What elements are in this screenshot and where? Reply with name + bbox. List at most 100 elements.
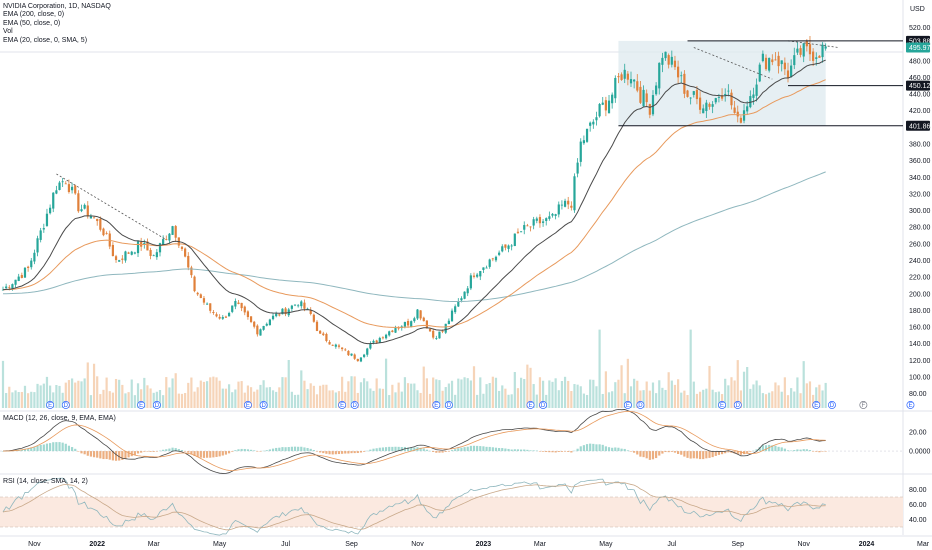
macd-hist-bar <box>805 449 808 452</box>
time-axis[interactable]: Nov 2022 Mar May Jul Sep Nov 2023 Mar May Jul Sep No… <box>28 541 930 548</box>
candle-body <box>786 70 790 79</box>
macd-hist-bar <box>45 443 49 452</box>
volume-bar <box>510 394 513 408</box>
candle-body <box>52 192 55 209</box>
event-badge: D <box>61 401 70 409</box>
candle-body <box>768 57 771 71</box>
candle-body <box>215 314 218 317</box>
volume-bar <box>30 391 33 408</box>
macd-hist-bar <box>557 451 560 452</box>
event-badge-circle <box>137 401 146 409</box>
volume-bar <box>815 387 818 408</box>
legend-title[interactable]: NVIDIA Corporation, 1D, NASDAQ <box>3 3 111 10</box>
volume-bar <box>604 371 607 408</box>
macd-hist-bar <box>309 448 312 452</box>
price-tick-label: 340.00 <box>909 175 931 182</box>
volume-bar <box>482 393 485 408</box>
volume-bar <box>237 381 240 408</box>
candle-body <box>714 98 717 103</box>
volume-bar <box>680 392 683 408</box>
volume-bar <box>812 394 815 408</box>
volume-bar <box>384 358 388 408</box>
volume-bar <box>341 376 344 408</box>
volume-bar <box>818 384 821 408</box>
macd-hist-bar <box>796 449 799 452</box>
macd-hist-bar <box>83 451 86 455</box>
volume-bar <box>111 392 114 408</box>
volume-bar <box>724 378 727 408</box>
volume-bar <box>394 392 397 408</box>
macd-hist-bar <box>341 451 344 454</box>
candle-body <box>529 226 532 228</box>
candle-body <box>290 305 293 309</box>
macd-hist-bar <box>375 448 378 452</box>
volume-bar <box>1 360 5 408</box>
volume-bar <box>585 394 589 408</box>
volume-bar <box>309 383 312 408</box>
macd-hist-bar <box>818 451 821 453</box>
candle-body <box>592 121 595 125</box>
macd-hist-bar <box>224 451 228 455</box>
macd-hist-bar <box>381 447 385 452</box>
event-badge-label: D <box>830 403 835 409</box>
macd-hist-bar <box>130 451 133 457</box>
candle-body <box>105 233 108 235</box>
volume-bar <box>293 394 297 408</box>
candle-body <box>58 182 61 191</box>
legend-ema20[interactable]: EMA (20, close, 0, SMA, 5) <box>3 36 88 44</box>
event-badge: E <box>812 401 821 409</box>
macd-hist-bar <box>275 447 278 452</box>
macd-hist-bar <box>655 451 658 459</box>
volume-bar <box>617 379 620 408</box>
legend-ema200[interactable]: EMA (200, close, 0) <box>3 11 65 19</box>
rsi-label[interactable]: RSI (14, close, SMA, 14, 2) <box>3 478 88 485</box>
candle-body <box>727 90 730 92</box>
volume-bar <box>702 389 705 408</box>
volume-bar <box>821 390 824 408</box>
volume-bar <box>328 390 331 408</box>
chart-legend: NVIDIA Corporation, 1D, NASDAQ EMA (200,… <box>3 3 111 45</box>
volume-bar <box>177 393 180 408</box>
macd-hist-bar <box>33 447 36 452</box>
volume-bar <box>535 394 538 408</box>
macd-hist-bar <box>768 444 771 452</box>
macd-hist-bar <box>124 451 127 459</box>
volume-bar <box>802 361 805 408</box>
volume-bar <box>592 379 595 408</box>
time-axis-label: May <box>213 541 227 548</box>
candle-body <box>541 221 545 223</box>
volume-bar <box>20 391 23 408</box>
volume-bar <box>372 390 375 408</box>
candle-body <box>698 97 702 110</box>
macd-hist-bar <box>614 447 617 452</box>
volume-bar <box>454 394 457 408</box>
volume-bar <box>639 390 642 408</box>
event-badge-circle <box>338 401 347 409</box>
macd-hist-bar <box>432 451 435 452</box>
candle-body <box>174 226 177 238</box>
volume-bar <box>218 380 221 408</box>
legend-ema50[interactable]: EMA (50, close, 0) <box>3 19 61 27</box>
candle-body <box>579 141 582 162</box>
volume-bar <box>532 384 535 408</box>
candle-body <box>27 266 30 268</box>
drawing-lines[interactable] <box>56 40 903 241</box>
event-badge-circle <box>636 401 645 409</box>
volume-bar <box>14 390 17 408</box>
macd-hist-bar <box>180 449 184 452</box>
volume-bar <box>5 392 8 408</box>
macd-label[interactable]: MACD (12, 26, close, 9, EMA, EMA) <box>3 415 116 422</box>
candle-body <box>271 315 275 320</box>
macd-hist-bar <box>293 446 297 452</box>
macd-hist-bar <box>312 450 315 452</box>
price-axis[interactable]: 80.00 100.00 120.00 140.00 160.00 180.00 200.0… <box>909 25 931 524</box>
volume-bar <box>711 389 714 408</box>
macd-hist-bar <box>212 451 215 458</box>
volume-bar <box>667 372 670 408</box>
candle-body <box>764 57 768 70</box>
legend-vol[interactable]: Vol <box>3 28 13 36</box>
macd-hist-bar <box>567 451 570 452</box>
candle-body <box>796 48 799 53</box>
